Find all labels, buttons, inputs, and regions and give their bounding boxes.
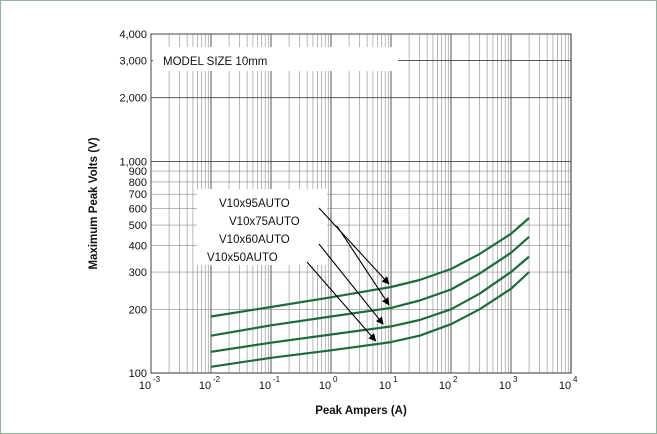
y-tick-label: 700 [129, 189, 147, 201]
y-tick-label: 2,000 [119, 93, 147, 105]
series-label: V10x75AUTO [229, 216, 300, 228]
x-tick-label: 10-1 [259, 375, 281, 392]
y-tick-label: 100 [129, 368, 147, 380]
x-tick-exponent: -2 [213, 375, 221, 384]
annotation-box [153, 47, 398, 71]
arrows [306, 207, 390, 342]
x-tick-label: 10-2 [199, 375, 221, 392]
x-tick-base: 10 [319, 380, 331, 392]
series-line [210, 271, 530, 368]
y-tick-label: 300 [129, 267, 147, 279]
x-tick-label: 104 [559, 375, 578, 392]
series-label: V10x60AUTO [219, 234, 290, 246]
x-tick-label: 100 [319, 375, 338, 392]
x-tick-exponent: 2 [453, 375, 458, 384]
x-tick-exponent: 1 [393, 375, 398, 384]
x-tick-exponent: 4 [573, 375, 578, 384]
x-tick-base: 10 [559, 380, 571, 392]
annotation-text: MODEL SIZE 10mm [163, 56, 267, 68]
x-tick-base: 10 [439, 380, 451, 392]
x-tick-exponent: -1 [273, 375, 281, 384]
arrow [306, 261, 377, 342]
y-tick-label: 200 [129, 304, 147, 316]
x-tick-base: 10 [259, 380, 271, 392]
x-tick-base: 10 [199, 380, 211, 392]
y-tick-label: 400 [129, 241, 147, 253]
y-tick-label: 3,000 [119, 55, 147, 67]
series-line [210, 235, 530, 337]
x-axis-label: Peak Ampers (A) [315, 405, 407, 417]
y-tick-label: 1,000 [119, 156, 147, 168]
x-tick-label: 101 [379, 375, 398, 392]
arrow [318, 207, 390, 285]
x-tick-label: 103 [499, 375, 518, 392]
y-tick-label: 500 [129, 220, 147, 232]
y-tick-label: 4,000 [119, 29, 147, 41]
series-lines [210, 217, 530, 368]
series-label: V10x50AUTO [207, 252, 278, 264]
x-tick-base: 10 [499, 380, 511, 392]
series-label: V10x95AUTO [219, 198, 290, 210]
x-tick-exponent: 0 [333, 375, 338, 384]
series-line [210, 217, 530, 318]
x-tick-base: 10 [139, 380, 151, 392]
y-tick-label: 900 [129, 166, 147, 178]
arrow [318, 243, 384, 325]
x-tick-exponent: -3 [153, 375, 161, 384]
series-line [210, 255, 530, 353]
y-tick-label: 800 [129, 177, 147, 189]
x-tick-exponent: 3 [513, 375, 518, 384]
series-labels: V10x95AUTO V10x75AUTO V10x60AUTO V10x50AUTO [207, 198, 300, 264]
x-tick-label: 102 [439, 375, 458, 392]
x-tick-label: 10-3 [139, 375, 161, 392]
y-tick-label: 600 [129, 203, 147, 215]
arrow [336, 225, 390, 306]
series-label-box [197, 189, 327, 265]
x-tick-base: 10 [379, 380, 391, 392]
y-axis-label: Maximum Peak Volts (V) [88, 137, 100, 269]
